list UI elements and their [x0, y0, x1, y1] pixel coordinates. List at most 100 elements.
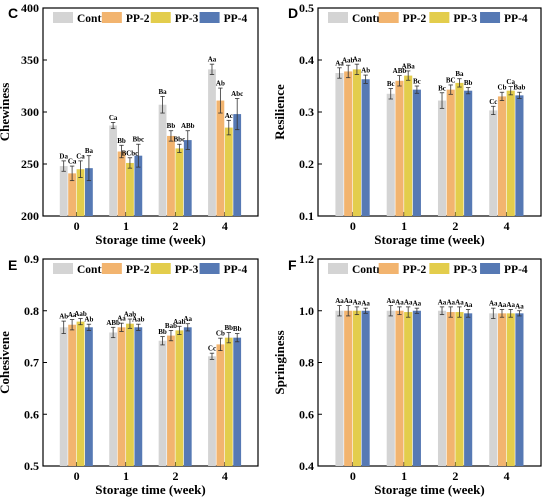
bar-control	[158, 340, 167, 466]
bar-control	[158, 104, 167, 216]
significance-label: Aab	[173, 318, 186, 326]
significance-label: Da	[59, 152, 68, 160]
significance-label: Ac	[225, 112, 233, 120]
x-tick-label: 2	[172, 219, 178, 233]
bar-pp-2	[395, 80, 404, 216]
legend-swatch-control	[328, 263, 348, 274]
legend-swatch-control	[53, 263, 73, 274]
bar-pp-2	[344, 310, 353, 466]
legend-swatch-control	[328, 12, 348, 23]
bar-pp-2	[497, 96, 507, 216]
bar-pp-2	[167, 135, 175, 216]
significance-label: Ca	[68, 158, 77, 166]
x-tick-label: 1	[123, 469, 129, 483]
y-tick-label: 0.4	[299, 53, 314, 67]
legend-swatch-pp-3	[429, 12, 450, 23]
x-tick-label: 2	[172, 469, 178, 483]
bar-pp-4	[464, 90, 473, 216]
legend-label: PP-3	[453, 264, 477, 276]
chart-panel-e: E 0.5 0.6 0.7 0.8 0.9 Cohesivene Storage time (…	[0, 252, 259, 497]
significance-label: Cc	[489, 98, 497, 106]
panel-label: C	[8, 5, 18, 21]
y-tick-label: 400	[21, 1, 39, 15]
x-tick-label: 4	[504, 219, 510, 233]
x-tick-label: 4	[222, 469, 228, 483]
bar-pp-4	[85, 168, 93, 216]
significance-label: Bb	[464, 79, 473, 87]
y-tick-label: 0.4	[299, 459, 314, 473]
y-tick-label: 350	[21, 53, 39, 67]
significance-label: Cb	[216, 330, 225, 338]
bar-pp-4	[183, 327, 192, 466]
bar-pp-3	[506, 90, 515, 216]
bar-pp-3	[126, 162, 134, 216]
significance-label: Aab	[74, 310, 87, 318]
x-tick-label: 4	[504, 469, 510, 483]
legend-label: PP-4	[224, 264, 248, 276]
bar-pp-3	[76, 169, 85, 216]
bar-control	[109, 332, 118, 466]
bar-control	[437, 100, 447, 216]
significance-label: BCbc	[122, 149, 139, 157]
bar-pp-4	[233, 337, 242, 466]
bar-control	[335, 73, 344, 216]
significance-label: Bb	[233, 325, 242, 333]
significance-label: Ab	[361, 67, 370, 75]
legend-swatch-pp-4	[480, 263, 501, 274]
y-tick-label: 200	[21, 209, 39, 223]
x-tick-label: 0	[350, 469, 356, 483]
significance-label: Aa	[353, 56, 362, 64]
legend-swatch-pp-4	[199, 12, 220, 23]
significance-label: Ab	[59, 313, 68, 321]
legend-label: PP-2	[403, 264, 427, 276]
significance-label: ABa	[402, 62, 416, 70]
legend-swatch-control	[53, 12, 73, 23]
bar-pp-3	[404, 312, 413, 466]
y-axis-label: Chewiness	[0, 83, 12, 142]
bar-control	[208, 69, 216, 216]
significance-label: Aa	[515, 302, 524, 310]
legend-label: PP-4	[224, 13, 248, 25]
bar-pp-3	[76, 321, 85, 466]
bar-pp-4	[515, 313, 524, 466]
legend-swatch-pp-2	[378, 263, 399, 274]
bar-pp-4	[233, 114, 242, 216]
significance-label: Aa	[68, 311, 77, 319]
significance-label: Bbc	[133, 136, 145, 144]
panel-label: D	[288, 5, 298, 21]
significance-label: Bbc	[174, 136, 186, 144]
significance-label: Aa	[498, 301, 507, 309]
x-axis-label: Storage time (week)	[374, 232, 484, 247]
bar-pp-2	[446, 312, 455, 466]
significance-label: Ba	[158, 88, 167, 96]
x-axis-label: Storage time (week)	[95, 482, 205, 497]
bar-pp-2	[446, 89, 455, 216]
y-tick-label: 0.8	[299, 356, 314, 370]
y-tick-label: 250	[21, 157, 39, 171]
significance-label: Cc	[208, 345, 216, 353]
bar-pp-3	[175, 330, 184, 466]
bar-control	[335, 310, 344, 466]
legend-label: PP-2	[126, 13, 150, 25]
panel-label: F	[288, 257, 297, 273]
bar-pp-2	[216, 344, 225, 466]
legend-swatch-pp-2	[378, 12, 399, 23]
bar-pp-2	[216, 100, 225, 216]
significance-label: Aa	[506, 301, 515, 309]
x-tick-label: 0	[74, 469, 80, 483]
bar-pp-3	[404, 75, 413, 216]
bar-pp-2	[117, 151, 126, 216]
significance-label: BC	[446, 76, 456, 84]
significance-label: Aa	[489, 300, 498, 308]
bar-pp-2	[68, 173, 77, 216]
x-tick-label: 1	[401, 469, 407, 483]
bar-control	[489, 110, 498, 216]
significance-label: Aa	[361, 300, 370, 308]
significance-label: ABb	[393, 67, 407, 75]
x-tick-label: 2	[452, 219, 458, 233]
legend-swatch-pp-2	[101, 12, 122, 23]
significance-label: Aa	[455, 298, 464, 306]
significance-label: Ab	[216, 80, 225, 88]
legend-label: PP-4	[504, 264, 528, 276]
bar-pp-3	[455, 312, 464, 466]
